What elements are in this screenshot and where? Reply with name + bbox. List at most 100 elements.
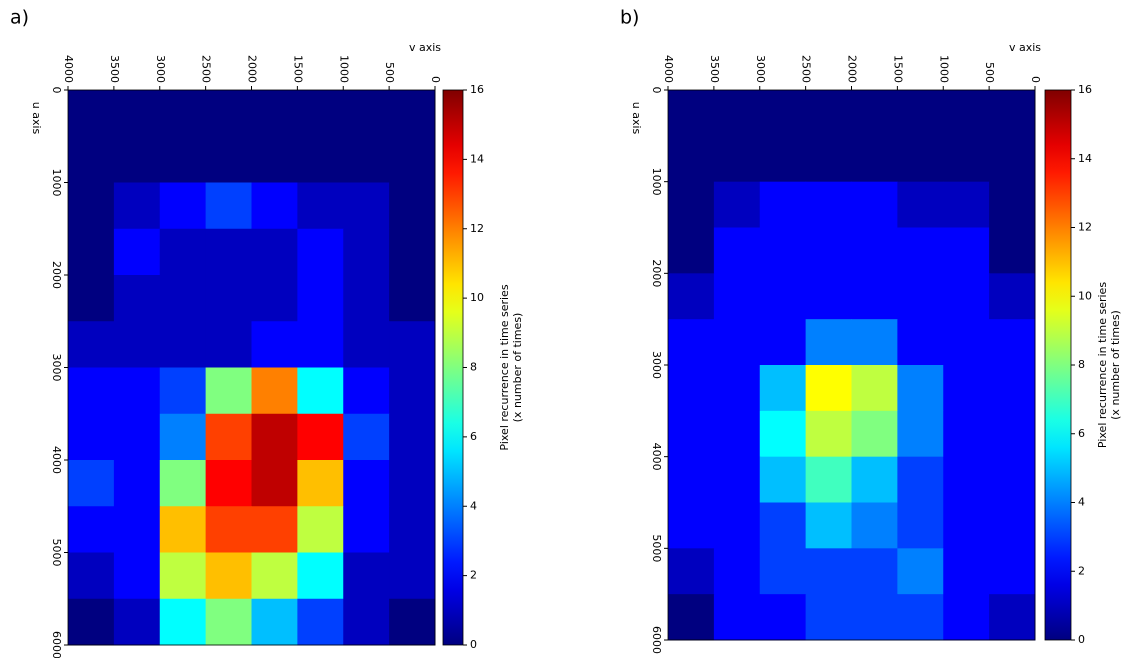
colorbar-tick-label: 0	[1078, 633, 1085, 646]
heatmap-cell	[251, 228, 298, 276]
heatmap-cell	[251, 506, 298, 553]
heatmap-cell	[297, 506, 344, 553]
colorbar-label: (x number of times)	[1109, 310, 1122, 420]
heatmap-cell	[668, 181, 715, 228]
heatmap-cell	[759, 594, 807, 641]
heatmap-cell	[668, 90, 715, 137]
heatmap-cell	[113, 136, 161, 183]
heatmap-cell	[943, 181, 990, 228]
heatmap-cell	[989, 181, 1036, 228]
heatmap-cell	[343, 275, 390, 322]
heatmap-cell	[805, 135, 852, 183]
heatmap-cell	[668, 365, 715, 412]
colorbar-tick-label: 6	[1078, 427, 1085, 440]
heatmap-cell	[159, 506, 207, 553]
heatmap-cell	[251, 275, 298, 322]
heatmap-cell	[851, 365, 898, 412]
heatmap-cell	[713, 90, 761, 137]
heatmap-cell	[205, 182, 252, 230]
heatmap-cell	[759, 548, 807, 595]
heatmap-cell	[297, 275, 344, 322]
heatmap-cell	[989, 135, 1036, 183]
heatmap-cell	[851, 594, 898, 641]
panel-label: b)	[620, 7, 639, 29]
heatmap-cell	[805, 181, 852, 228]
heatmap-cell	[297, 413, 344, 461]
heatmap-cell	[897, 90, 944, 137]
heatmap-cell	[159, 275, 207, 322]
heatmap-cell	[805, 548, 852, 595]
heatmap-cell	[943, 365, 990, 412]
heatmap-cell	[297, 228, 344, 276]
heatmap-cell	[897, 456, 944, 503]
heatmap-cell	[851, 90, 898, 137]
x-tick-label: 3500	[108, 55, 121, 83]
heatmap-cell	[805, 456, 852, 503]
x-tick-label: 1500	[891, 55, 904, 83]
heatmap-cell	[897, 410, 944, 458]
heatmap-cell	[668, 548, 715, 595]
heatmap-cell	[205, 413, 252, 461]
heatmap-cell	[897, 548, 944, 595]
y-tick-label: 0	[50, 87, 63, 94]
heatmap-cell	[897, 502, 944, 549]
x-tick-label: 2500	[200, 55, 213, 83]
heatmap-cell	[805, 273, 852, 320]
heatmap-cell	[68, 90, 115, 137]
heatmap-cell	[159, 598, 207, 646]
x-tick-label: 2000	[246, 55, 259, 83]
heatmap-cell	[159, 321, 207, 368]
heatmap-cell	[389, 413, 436, 461]
heatmap-cell	[851, 181, 898, 228]
heatmap-cell	[943, 90, 990, 137]
heatmap-cell	[68, 367, 115, 415]
heatmap-cell	[297, 598, 344, 646]
heatmap-cell	[805, 319, 852, 366]
heatmap-cell	[205, 136, 252, 183]
x-tick-label: 1000	[937, 55, 950, 83]
x-tick-label: 4000	[62, 55, 75, 83]
y-tick-label: 2000	[50, 261, 63, 289]
heatmap-cell	[251, 136, 298, 183]
heatmap-cell	[68, 182, 115, 230]
x-tick-label: 500	[383, 62, 396, 83]
heatmap-cell	[897, 365, 944, 412]
heatmap-cell	[759, 273, 807, 320]
heatmap-cell	[205, 367, 252, 415]
y-tick-label: 4000	[50, 446, 63, 474]
heatmap-cell	[805, 90, 852, 137]
heatmap-cell	[759, 227, 807, 274]
heatmap-cell	[668, 273, 715, 320]
heatmap-cell	[343, 460, 390, 507]
heatmap-cell	[943, 135, 990, 183]
heatmap-cell	[759, 365, 807, 412]
heatmap-cell	[713, 502, 761, 549]
heatmap-cell	[297, 367, 344, 415]
heatmap-cell	[759, 135, 807, 183]
colorbar-tick-label: 10	[470, 291, 484, 304]
x-tick-label: 3000	[754, 55, 767, 83]
heatmap-cell	[897, 135, 944, 183]
heatmap-cell	[205, 552, 252, 600]
heatmap-cell	[897, 181, 944, 228]
heatmap-cell	[297, 182, 344, 230]
heatmap-cell	[668, 594, 715, 641]
heatmap-cell	[759, 181, 807, 228]
heatmap-cell	[989, 594, 1036, 641]
heatmap-cell	[113, 228, 161, 276]
colorbar-tick-label: 0	[470, 638, 477, 651]
y-tick-label: 2000	[650, 259, 663, 287]
heatmap-cell	[759, 456, 807, 503]
heatmap-cell	[205, 321, 252, 368]
heatmap-cell	[989, 456, 1036, 503]
heatmap-cell	[68, 598, 115, 646]
heatmap-cell	[805, 227, 852, 274]
heatmap-cell	[943, 502, 990, 549]
heatmap-cell	[713, 456, 761, 503]
heatmap-cell	[668, 410, 715, 458]
colorbar-tick-label: 8	[470, 361, 477, 374]
heatmap-cell	[805, 502, 852, 549]
x-tick-label: 0	[1029, 76, 1042, 83]
heatmap-cell	[343, 321, 390, 368]
